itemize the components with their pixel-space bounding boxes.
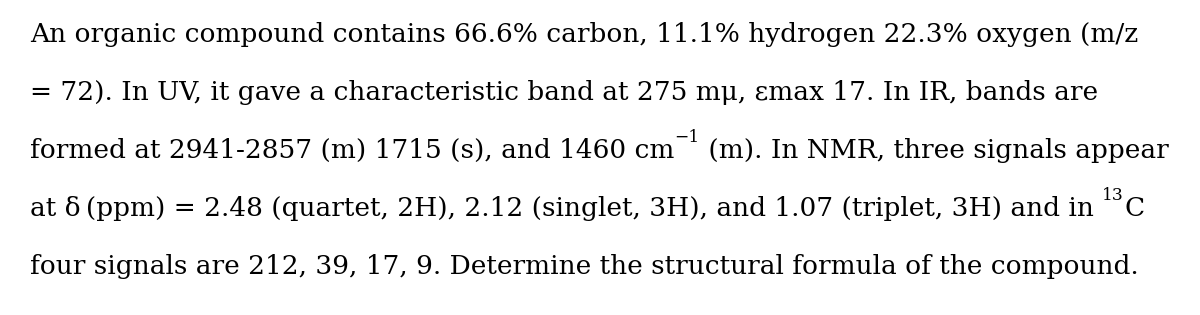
Text: (m). In NMR, three signals appear: (m). In NMR, three signals appear bbox=[700, 138, 1169, 163]
Text: An organic compound contains 66.6% carbon, 11.1% hydrogen 22.3% oxygen (m/z: An organic compound contains 66.6% carbo… bbox=[30, 22, 1139, 47]
Text: four signals are 212, 39, 17, 9. Determine the structural formula of the compoun: four signals are 212, 39, 17, 9. Determi… bbox=[30, 254, 1139, 279]
Text: at δ (ppm) = 2.48 (quartet, 2H), 2.12 (singlet, 3H), and 1.07 (triplet, 3H) and : at δ (ppm) = 2.48 (quartet, 2H), 2.12 (s… bbox=[30, 196, 1103, 221]
Text: = 72). In UV, it gave a characteristic band at 275 mμ, εmax 17. In IR, bands are: = 72). In UV, it gave a characteristic b… bbox=[30, 80, 1098, 105]
Text: −1: −1 bbox=[674, 129, 700, 146]
Text: formed at 2941-2857 (m) 1715 (s), and 1460 cm: formed at 2941-2857 (m) 1715 (s), and 14… bbox=[30, 138, 674, 163]
Text: C: C bbox=[1124, 196, 1144, 221]
Text: 13: 13 bbox=[1103, 187, 1124, 204]
